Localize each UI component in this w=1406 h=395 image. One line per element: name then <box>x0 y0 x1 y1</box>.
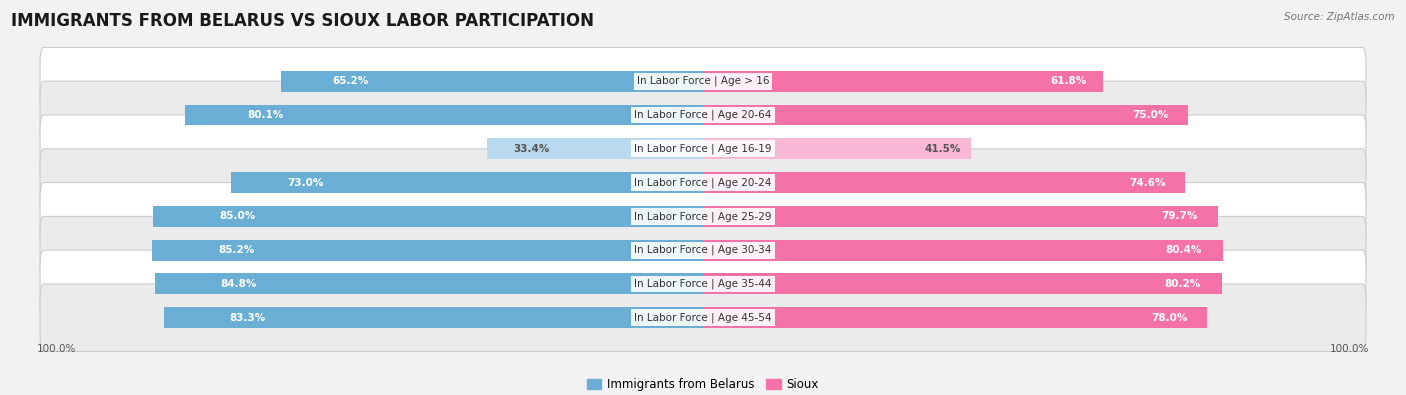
Bar <box>703 206 1219 227</box>
Bar <box>281 71 703 92</box>
Text: 41.5%: 41.5% <box>924 144 960 154</box>
Bar <box>186 105 703 126</box>
Text: 75.0%: 75.0% <box>1132 110 1168 120</box>
Text: 73.0%: 73.0% <box>287 178 323 188</box>
Text: In Labor Force | Age 25-29: In Labor Force | Age 25-29 <box>634 211 772 222</box>
Bar <box>703 71 1102 92</box>
Text: In Labor Force | Age > 16: In Labor Force | Age > 16 <box>637 76 769 87</box>
Bar <box>703 307 1208 328</box>
Text: 65.2%: 65.2% <box>332 76 368 86</box>
Text: 74.6%: 74.6% <box>1129 178 1166 188</box>
Bar <box>703 240 1223 261</box>
FancyBboxPatch shape <box>41 182 1367 250</box>
Text: In Labor Force | Age 35-44: In Labor Force | Age 35-44 <box>634 279 772 289</box>
FancyBboxPatch shape <box>41 47 1367 115</box>
Bar <box>703 273 1222 294</box>
Text: In Labor Force | Age 20-64: In Labor Force | Age 20-64 <box>634 110 772 120</box>
FancyBboxPatch shape <box>41 284 1367 352</box>
Text: 83.3%: 83.3% <box>229 313 266 323</box>
Bar <box>486 138 703 159</box>
Bar <box>165 307 703 328</box>
FancyBboxPatch shape <box>41 250 1367 318</box>
Bar <box>703 105 1188 126</box>
Bar <box>152 240 703 261</box>
Text: In Labor Force | Age 30-34: In Labor Force | Age 30-34 <box>634 245 772 256</box>
Text: 80.1%: 80.1% <box>247 110 284 120</box>
Text: 80.2%: 80.2% <box>1164 279 1201 289</box>
Bar <box>231 172 703 193</box>
Text: In Labor Force | Age 45-54: In Labor Force | Age 45-54 <box>634 312 772 323</box>
FancyBboxPatch shape <box>41 149 1367 216</box>
FancyBboxPatch shape <box>41 216 1367 284</box>
Legend: Immigrants from Belarus, Sioux: Immigrants from Belarus, Sioux <box>582 373 824 395</box>
Text: 80.4%: 80.4% <box>1166 245 1202 255</box>
FancyBboxPatch shape <box>41 115 1367 182</box>
Bar <box>703 138 972 159</box>
Bar <box>155 273 703 294</box>
Text: 61.8%: 61.8% <box>1050 76 1087 86</box>
Text: 78.0%: 78.0% <box>1152 313 1187 323</box>
FancyBboxPatch shape <box>41 81 1367 149</box>
Text: IMMIGRANTS FROM BELARUS VS SIOUX LABOR PARTICIPATION: IMMIGRANTS FROM BELARUS VS SIOUX LABOR P… <box>11 12 595 30</box>
Text: 33.4%: 33.4% <box>513 144 550 154</box>
Text: Source: ZipAtlas.com: Source: ZipAtlas.com <box>1284 12 1395 22</box>
Text: 84.8%: 84.8% <box>221 279 257 289</box>
Text: 85.2%: 85.2% <box>218 245 254 255</box>
Bar <box>153 206 703 227</box>
Text: In Labor Force | Age 16-19: In Labor Force | Age 16-19 <box>634 143 772 154</box>
Text: In Labor Force | Age 20-24: In Labor Force | Age 20-24 <box>634 177 772 188</box>
Text: 85.0%: 85.0% <box>219 211 256 221</box>
Bar <box>703 172 1185 193</box>
Text: 79.7%: 79.7% <box>1161 211 1198 221</box>
